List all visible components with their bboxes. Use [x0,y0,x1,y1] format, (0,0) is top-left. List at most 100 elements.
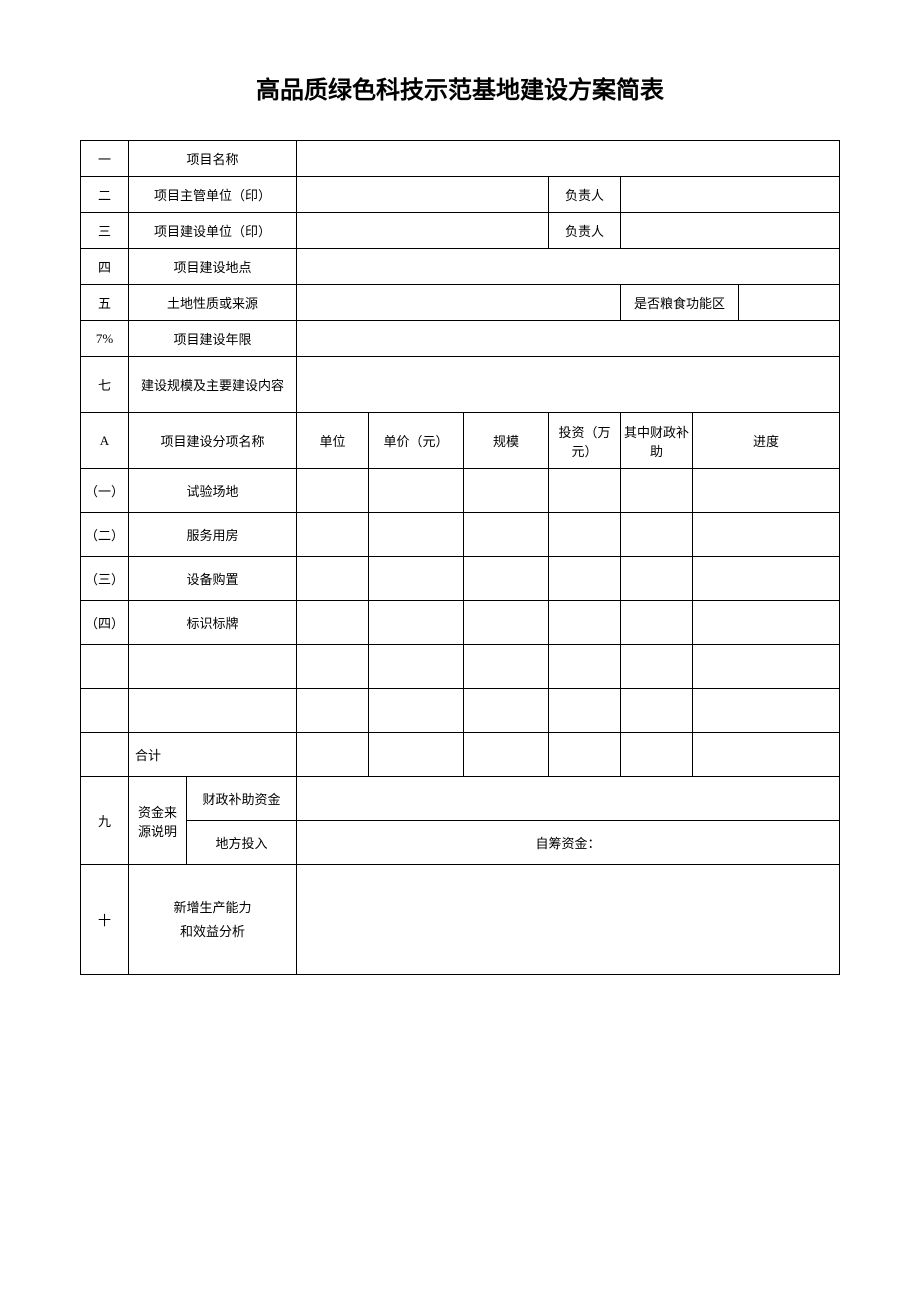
cell-label: 项目主管单位（印） [129,177,297,213]
cell-value [297,213,549,249]
cell-num [81,733,129,777]
cell-value [693,557,840,601]
cell-value [297,689,369,733]
cell-label: 项目建设年限 [129,321,297,357]
cell-value [369,689,464,733]
cell-sublabel: 财政补助资金 [187,777,297,821]
cell-num: （二） [81,513,129,557]
cell-num: 三 [81,213,129,249]
cell-value [549,557,621,601]
cell-value [621,213,840,249]
cell-label: 新增生产能力 和效益分析 [129,865,297,975]
cell-value [369,513,464,557]
cell-num: 7% [81,321,129,357]
cell-label: 合计 [129,733,297,777]
cell-num: 五 [81,285,129,321]
row-8-3: （三） 设备购置 [81,557,840,601]
header-scale: 规模 [464,413,549,469]
cell-value [693,469,840,513]
form-table: 一 项目名称 二 项目主管单位（印） 负责人 三 项目建设单位（印） 负责人 四… [80,140,840,975]
cell-sublabel: 是否粮食功能区 [621,285,739,321]
header-invest: 投资（万元） [549,413,621,469]
cell-value [464,733,549,777]
cell-value [369,733,464,777]
cell-value [369,469,464,513]
page-title: 高品质绿色科技示范基地建设方案简表 [80,70,840,105]
cell-label: 建设规模及主要建设内容 [129,357,297,413]
row-9b: 地方投入 自筹资金： [81,821,840,865]
cell-value [369,645,464,689]
cell-value [297,865,840,975]
cell-num: 一 [81,141,129,177]
row-10: 十 新增生产能力 和效益分析 [81,865,840,975]
cell-num: 四 [81,249,129,285]
cell-num: （一） [81,469,129,513]
cell-sublabel: 地方投入 [187,821,297,865]
line1: 新增生产能力 [132,896,293,919]
cell-num: A [81,413,129,469]
cell-num: 九 [81,777,129,865]
cell-value [693,733,840,777]
cell-num: 十 [81,865,129,975]
cell-label: 标识标牌 [129,601,297,645]
cell-selffund: 自筹资金： [297,821,840,865]
row-8-blank2 [81,689,840,733]
header-unit: 单位 [297,413,369,469]
cell-value [297,177,549,213]
row-8-blank1 [81,645,840,689]
cell-num: 七 [81,357,129,413]
cell-label: 土地性质或来源 [129,285,297,321]
cell-value [621,601,693,645]
cell-label: 试验场地 [129,469,297,513]
cell-label [129,645,297,689]
row-6: 7% 项目建设年限 [81,321,840,357]
cell-label: 项目建设地点 [129,249,297,285]
row-5: 五 土地性质或来源 是否粮食功能区 [81,285,840,321]
cell-value [549,645,621,689]
row-9a: 九 资金来源说明 财政补助资金 [81,777,840,821]
row-8-header: A 项目建设分项名称 单位 单价（元） 规模 投资（万元） 其中财政补助 进度 [81,413,840,469]
row-8-2: （二） 服务用房 [81,513,840,557]
cell-value [621,177,840,213]
cell-num: （四） [81,601,129,645]
row-8-4: （四） 标识标牌 [81,601,840,645]
row-1: 一 项目名称 [81,141,840,177]
cell-value [369,557,464,601]
line2: 和效益分析 [132,920,293,943]
cell-value [693,689,840,733]
header-subsidy: 其中财政补助 [621,413,693,469]
row-2: 二 项目主管单位（印） 负责人 [81,177,840,213]
cell-value [621,469,693,513]
cell-value [464,513,549,557]
cell-value [549,601,621,645]
cell-label: 项目名称 [129,141,297,177]
cell-value [464,645,549,689]
cell-value [693,645,840,689]
header-price: 单价（元） [369,413,464,469]
cell-value [621,733,693,777]
cell-value [621,689,693,733]
row-4: 四 项目建设地点 [81,249,840,285]
cell-label: 设备购置 [129,557,297,601]
cell-label: 项目建设单位（印） [129,213,297,249]
cell-value [693,513,840,557]
cell-value [739,285,840,321]
cell-sublabel: 负责人 [549,177,621,213]
cell-value [693,601,840,645]
cell-value [621,645,693,689]
cell-value [464,689,549,733]
cell-value [549,513,621,557]
cell-value [297,141,840,177]
cell-value [297,557,369,601]
cell-value [621,513,693,557]
cell-value [297,513,369,557]
cell-value [297,601,369,645]
cell-value [549,469,621,513]
cell-value [297,357,840,413]
cell-value [621,557,693,601]
cell-label: 项目建设分项名称 [129,413,297,469]
cell-value [297,469,369,513]
cell-num: （三） [81,557,129,601]
cell-value [464,469,549,513]
cell-value [549,689,621,733]
